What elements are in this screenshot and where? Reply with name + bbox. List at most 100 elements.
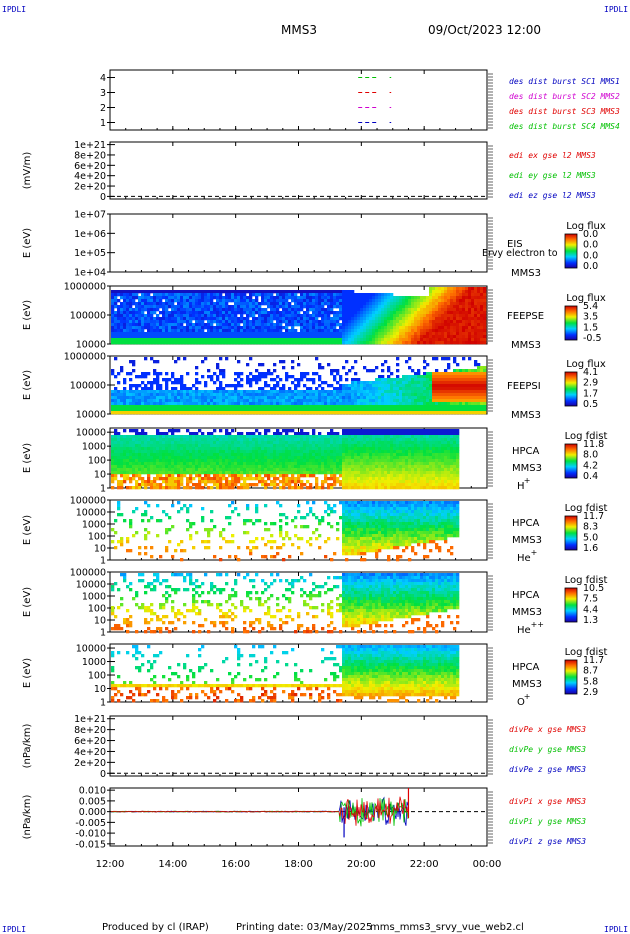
spectrogram-cell xyxy=(438,411,442,415)
spectrogram-cell xyxy=(204,314,208,318)
spectrogram-cell xyxy=(147,326,151,330)
spectrogram-cell xyxy=(123,450,127,454)
spectrogram-cell xyxy=(423,305,427,309)
spectrogram-cell xyxy=(144,320,148,324)
spectrogram-cell xyxy=(300,302,304,306)
spectrogram-cell xyxy=(357,299,361,303)
spectrogram-cell xyxy=(312,317,316,321)
spectrogram-cell xyxy=(129,447,133,451)
spectrogram-cell xyxy=(219,326,223,330)
spectrogram-cell xyxy=(333,332,337,336)
spectrogram-cell xyxy=(192,293,196,297)
spectrogram-cell xyxy=(285,290,289,294)
spectrogram-cell xyxy=(225,305,229,309)
spectrogram-cell xyxy=(459,326,463,330)
spectrogram-cell xyxy=(297,381,301,385)
spectrogram-cell xyxy=(240,474,244,478)
spectrogram-cell xyxy=(153,456,157,460)
spectrogram-cell xyxy=(417,329,421,333)
spectrogram-cell xyxy=(402,408,406,412)
spectrogram-cell xyxy=(147,290,151,294)
spectrogram-cell xyxy=(132,396,136,400)
spectrogram-cell xyxy=(261,396,265,400)
spectrogram-cell xyxy=(198,483,202,487)
spectrogram-cell xyxy=(468,308,472,312)
spectrogram-cell xyxy=(213,302,217,306)
spectrogram-cell xyxy=(426,320,430,324)
spectrogram-cell xyxy=(285,375,289,379)
spectrogram-cell xyxy=(195,486,199,490)
spectrogram-cell xyxy=(132,468,136,472)
spectrogram-cell xyxy=(279,290,283,294)
spectrogram-cell xyxy=(264,390,268,394)
spectrogram-cell xyxy=(372,396,376,400)
spectrogram-cell xyxy=(141,387,145,391)
spectrogram-cell xyxy=(180,396,184,400)
spectrogram-cell xyxy=(150,381,154,385)
spectrogram-cell xyxy=(456,381,460,385)
spectrogram-cell xyxy=(258,326,262,330)
spectrogram-cell xyxy=(459,338,463,342)
spectrogram-cell xyxy=(204,396,208,400)
spectrogram-cell xyxy=(117,486,121,490)
spectrogram-cell xyxy=(207,402,211,406)
spectrogram-cell xyxy=(309,299,313,303)
spectrogram-cell xyxy=(285,308,289,312)
spectrogram-cell xyxy=(402,405,406,409)
spectrogram-cell xyxy=(186,290,190,294)
spectrogram-cell xyxy=(228,486,232,490)
spectrogram-cell xyxy=(129,411,133,415)
spectrogram-cell xyxy=(321,323,325,327)
spectrogram-cell xyxy=(135,317,139,321)
spectrogram-cell xyxy=(390,314,394,318)
spectrogram-cell xyxy=(189,411,193,415)
spectrogram-cell xyxy=(174,456,178,460)
spectrogram-cell xyxy=(141,447,145,451)
spectrogram-cell xyxy=(345,329,349,333)
spectrogram-cell xyxy=(387,311,391,315)
spectrogram-cell xyxy=(363,296,367,300)
spectrogram-cell xyxy=(384,360,388,364)
spectrogram-cell xyxy=(480,287,484,291)
spectrogram-cell xyxy=(114,314,118,318)
spectrogram-cell xyxy=(117,341,121,345)
spectrogram-cell xyxy=(195,453,199,457)
spectrogram-cell xyxy=(273,323,277,327)
spectrogram-cell xyxy=(453,372,457,376)
spectrogram-cell xyxy=(189,317,193,321)
spectrogram-cell xyxy=(150,468,154,472)
spectrogram-cell xyxy=(462,329,466,333)
spectrogram-cell xyxy=(177,338,181,342)
spectrogram-cell xyxy=(477,332,481,336)
spectrogram-cell xyxy=(129,302,133,306)
spectrogram-cell xyxy=(114,471,118,475)
spectrogram-cell xyxy=(171,432,175,436)
spectrogram-cell xyxy=(255,408,259,412)
spectrogram-cell xyxy=(150,390,154,394)
spectrogram-cell xyxy=(132,435,136,439)
y-axis-label: E (eV) xyxy=(22,228,33,258)
spectrogram-cell xyxy=(228,438,232,442)
spectrogram-cell xyxy=(444,335,448,339)
spectrogram-cell xyxy=(213,456,217,460)
spectrogram-cell xyxy=(162,302,166,306)
spectrogram-cell xyxy=(132,447,136,451)
spectrogram-cell xyxy=(297,390,301,394)
spectrogram-cell xyxy=(387,390,391,394)
spectrogram-cell xyxy=(132,302,136,306)
spectrogram-cell xyxy=(240,326,244,330)
spectrogram-cell xyxy=(291,390,295,394)
spectrogram-cell xyxy=(357,384,361,388)
spectrogram-cell xyxy=(363,311,367,315)
spectrogram-cell xyxy=(246,332,250,336)
spectrogram-cell xyxy=(321,320,325,324)
spectrogram-cell xyxy=(237,462,241,466)
spectrogram-cell xyxy=(216,329,220,333)
spectrogram-cell xyxy=(189,486,193,490)
spectrogram-cell xyxy=(171,393,175,397)
spectrogram-cell xyxy=(231,341,235,345)
spectrogram-cell xyxy=(129,456,133,460)
spectrogram-cell xyxy=(456,378,460,382)
spectrogram-cell xyxy=(477,320,481,324)
